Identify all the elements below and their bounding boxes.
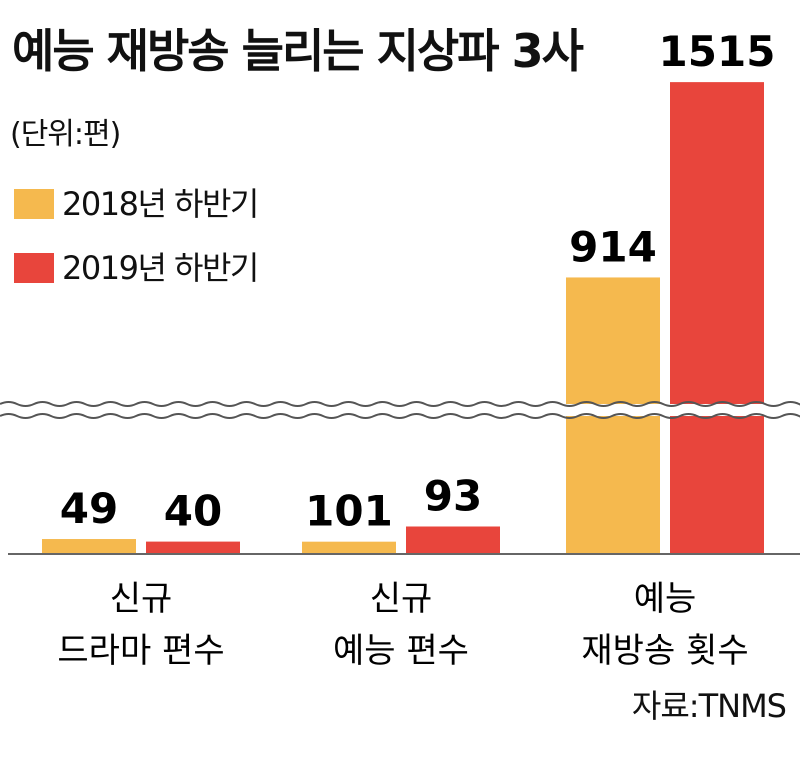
value-label-2-series-2: 93 [424, 471, 482, 520]
legend-item-2018: 2018년 하반기 [14, 185, 259, 223]
category-label-3-line-2: 재방송 횟수 [581, 631, 748, 671]
source-label: 자료:TNMS [631, 687, 787, 725]
category-label-3-line-1: 예능 [634, 579, 697, 619]
bar-1-series-1 [42, 539, 136, 553]
chart-title: 예능 재방송 늘리는 지상파 3사 [12, 24, 584, 78]
value-label-3-series-2: 1515 [659, 27, 776, 76]
category-label-2-line-2: 예능 편수 [333, 631, 469, 671]
bar-3-series-2 [670, 82, 764, 553]
legend-label-2018: 2018년 하반기 [62, 185, 259, 223]
legend-swatch-2019 [14, 253, 54, 283]
legend-swatch-2018 [14, 189, 54, 219]
axis-break-line-top [0, 401, 800, 407]
category-label-2-line-1: 신규 [370, 579, 433, 619]
category-label-1-line-1: 신규 [110, 579, 173, 619]
value-label-2-series-1: 101 [305, 487, 393, 536]
bar-2-series-1 [302, 541, 396, 553]
legend-label-2019: 2019년 하반기 [62, 249, 259, 287]
value-label-3-series-1: 914 [569, 222, 657, 271]
legend-item-2019: 2019년 하반기 [14, 249, 259, 287]
bar-2-series-2 [406, 526, 500, 553]
value-label-1-series-2: 40 [164, 487, 222, 536]
category-label-1-line-2: 드라마 편수 [57, 631, 224, 671]
axis-break-line-bottom [0, 413, 800, 419]
axis-break-band [0, 404, 800, 416]
unit-label: (단위:편) [10, 117, 121, 152]
bar-1-series-2 [146, 541, 240, 553]
value-label-1-series-1: 49 [60, 484, 118, 533]
